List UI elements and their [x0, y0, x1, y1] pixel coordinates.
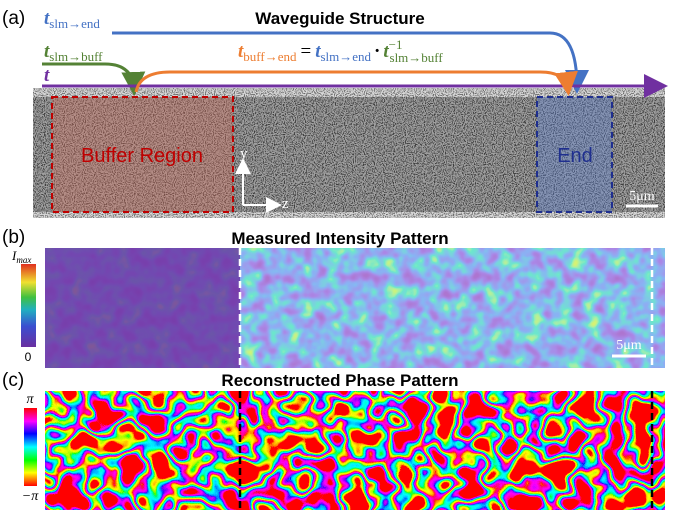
text-part: t [44, 41, 50, 62]
axis-label: y [240, 146, 248, 162]
scale-bar-label: 5μm [629, 189, 655, 204]
text-part: slm→end [320, 49, 371, 64]
text-part: slm→end [49, 16, 100, 31]
phase-image [45, 391, 665, 510]
colorbar [24, 408, 37, 486]
text-part: t [383, 41, 389, 62]
panel-title: Waveguide Structure [255, 9, 424, 28]
path-arrow [134, 70, 578, 96]
panel-title: Measured Intensity Pattern [231, 229, 448, 248]
panel-title: Reconstructed Phase Pattern [221, 371, 458, 390]
panel-label: (a) [2, 8, 25, 29]
axis-label: z [282, 196, 289, 212]
colorbar-min: 0 [25, 350, 32, 364]
path-label: t [44, 65, 50, 86]
panel-label: (c) [2, 370, 24, 391]
text-part: t [315, 41, 321, 62]
colorbar-min: −π [22, 489, 39, 504]
buffer-region [51, 96, 234, 213]
text-part: −1 [389, 37, 403, 52]
path-label: tslm→end [44, 8, 100, 31]
region-label: Buffer Region [81, 145, 203, 167]
colorbar-max: π [26, 392, 34, 407]
end-region [536, 96, 613, 213]
core-texture [33, 97, 665, 212]
scale-bar-label: 5μm [616, 338, 642, 353]
text-part: t [44, 8, 50, 29]
text-part: slm→buff [49, 49, 103, 64]
text-part: max [16, 255, 31, 265]
buffer-dim [45, 248, 240, 368]
text-part: buff→end [243, 49, 297, 64]
path-label: tslm→buff [44, 41, 103, 64]
region-label: End [557, 145, 593, 167]
colorbar [21, 264, 36, 347]
text-part: slm→buff [390, 50, 444, 65]
text-part: t [238, 41, 244, 62]
text-part: · [374, 41, 380, 62]
equation: tbuff→end = tslm→end · t−1 slm→buff [238, 37, 443, 65]
text-part: = [300, 41, 311, 62]
text-part: I [11, 248, 17, 263]
colorbar-max: Imax [11, 248, 31, 265]
text-part: t [44, 65, 50, 86]
panel-label: (b) [2, 227, 25, 248]
